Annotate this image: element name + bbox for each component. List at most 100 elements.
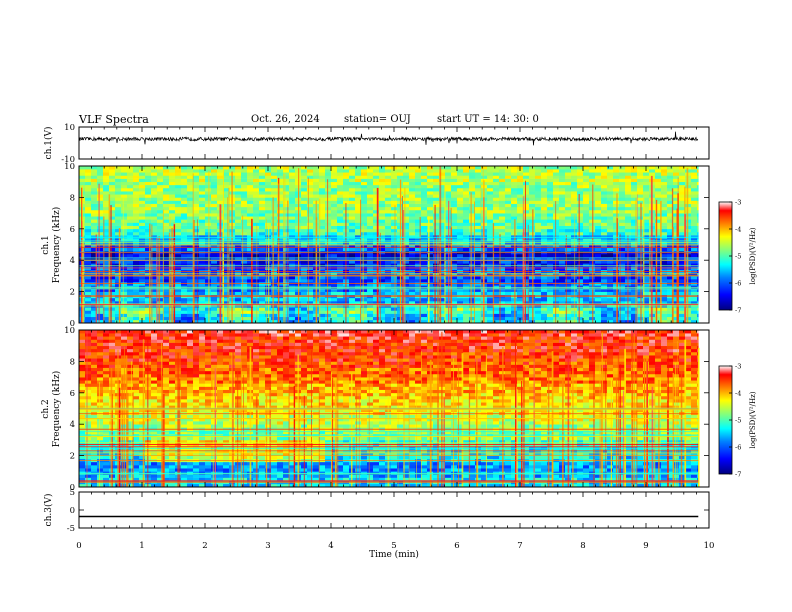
spectrogram-cell: [199, 216, 206, 220]
spectrogram-cell: [181, 244, 188, 248]
spectrogram-cell: [601, 228, 608, 233]
spectrogram-cell: [133, 241, 140, 245]
spectrogram-cell: [289, 279, 296, 283]
spectrogram-cell: [499, 219, 506, 223]
spectrogram-cell: [91, 235, 98, 239]
spectrogram-cell: [103, 200, 110, 204]
spectrogram-cell: [163, 228, 170, 233]
spectrogram-cell: [625, 175, 632, 179]
spectrogram-cell: [487, 213, 494, 217]
spectrogram-cell: [259, 279, 266, 283]
spectrogram-cell: [499, 203, 506, 208]
spectrogram-cell: [85, 188, 92, 192]
spectrogram-cell: [337, 184, 344, 189]
spectrogram-cell: [199, 194, 206, 198]
spectrogram-cell: [457, 213, 464, 217]
spectrogram-cell: [139, 200, 146, 204]
spectrogram-cell: [325, 213, 332, 217]
spectrogram-cell: [643, 263, 650, 267]
spectrogram-cell: [337, 272, 344, 277]
spectrogram-cell: [277, 200, 284, 204]
spectrogram-cell: [115, 191, 122, 195]
spectrogram-cell: [499, 175, 506, 179]
spectrogram-cell: [343, 178, 350, 183]
spectrogram-cell: [109, 203, 116, 208]
spectrogram-cell: [211, 228, 218, 233]
spectrogram-cell: [367, 272, 374, 277]
spectrogram-cell: [283, 231, 290, 236]
spectrogram-cell: [91, 244, 98, 248]
spectrogram-cell: [259, 197, 266, 201]
spectrogram-cell: [553, 279, 560, 283]
spectrogram-cell: [499, 200, 506, 204]
spectrogram-cell: [223, 225, 230, 230]
spectrogram-cell: [283, 238, 290, 242]
spectrogram-cell: [415, 297, 422, 302]
spectrogram-cell: [565, 291, 572, 296]
spectrogram-cell: [619, 213, 626, 217]
spectrogram-cell: [451, 178, 458, 183]
spectrogram-cell: [109, 275, 116, 280]
spectrogram-cell: [439, 247, 446, 252]
spectrogram-cell: [115, 178, 122, 183]
spectrogram-cell: [487, 181, 494, 186]
spectrogram-cell: [145, 216, 152, 220]
spectrogram-cell: [139, 291, 146, 296]
spectrogram-cell: [97, 301, 104, 305]
spectrogram-cell: [157, 210, 164, 214]
spectrogram-cell: [691, 231, 698, 236]
spectrogram-cell: [619, 235, 626, 239]
spectrogram-cell: [601, 225, 608, 230]
spectrogram-cell: [187, 301, 194, 305]
spectrogram-cell: [499, 228, 506, 233]
spectrogram-cell: [163, 191, 170, 195]
spectrogram-cell: [493, 291, 500, 296]
spectrogram-cell: [505, 288, 512, 292]
spectrogram-cell: [679, 316, 686, 321]
spectrogram-cell: [541, 310, 548, 314]
spectrogram-cell: [193, 228, 200, 233]
spectrogram-cell: [337, 210, 344, 214]
spectrogram-cell: [391, 200, 398, 204]
spectrogram-cell: [547, 175, 554, 179]
spectrogram-cell: [133, 181, 140, 186]
spectrogram-cell: [325, 244, 332, 248]
spectrogram-cell: [607, 260, 614, 264]
spectrogram-cell: [457, 279, 464, 283]
spectrogram-cell: [511, 206, 518, 211]
spectrogram-cell: [211, 231, 218, 236]
spectrogram-cell: [511, 188, 518, 192]
spectrogram-cell: [505, 228, 512, 233]
spectrogram-cell: [139, 307, 146, 311]
spectrogram-cell: [115, 263, 122, 267]
spectrogram-cell: [469, 257, 476, 261]
spectrogram-cell: [583, 257, 590, 261]
spectrogram-cell: [289, 219, 296, 223]
spectrogram-cell: [421, 279, 428, 283]
spectrogram-cell: [409, 191, 416, 195]
spectrogram-cell: [355, 188, 362, 192]
spectrogram-cell: [319, 194, 326, 198]
spectrogram-cell: [493, 191, 500, 195]
spectrogram-cell: [193, 222, 200, 226]
spectrogram-cell: [469, 194, 476, 198]
spectrogram-cell: [139, 288, 146, 292]
spectrogram-cell: [523, 210, 530, 214]
spectrogram-cell: [349, 228, 356, 233]
spectrogram-cell: [421, 194, 428, 198]
spectrogram-cell: [475, 297, 482, 302]
spectrogram-cell: [415, 244, 422, 248]
spectrogram-cell: [643, 178, 650, 183]
spectrogram-cell: [133, 213, 140, 217]
spectrogram-cell: [139, 244, 146, 248]
spectrogram-cell: [697, 260, 699, 264]
spectrogram-cell: [643, 203, 650, 208]
spectrogram-cell: [505, 313, 512, 318]
spectrogram-cell: [505, 184, 512, 189]
spectrogram-cell: [103, 225, 110, 230]
spectrogram-cell: [133, 253, 140, 258]
spectrogram-cell: [451, 313, 458, 318]
spectrogram-cell: [637, 197, 644, 201]
spectrogram-cell: [607, 219, 614, 223]
spectrogram-cell: [559, 263, 566, 267]
